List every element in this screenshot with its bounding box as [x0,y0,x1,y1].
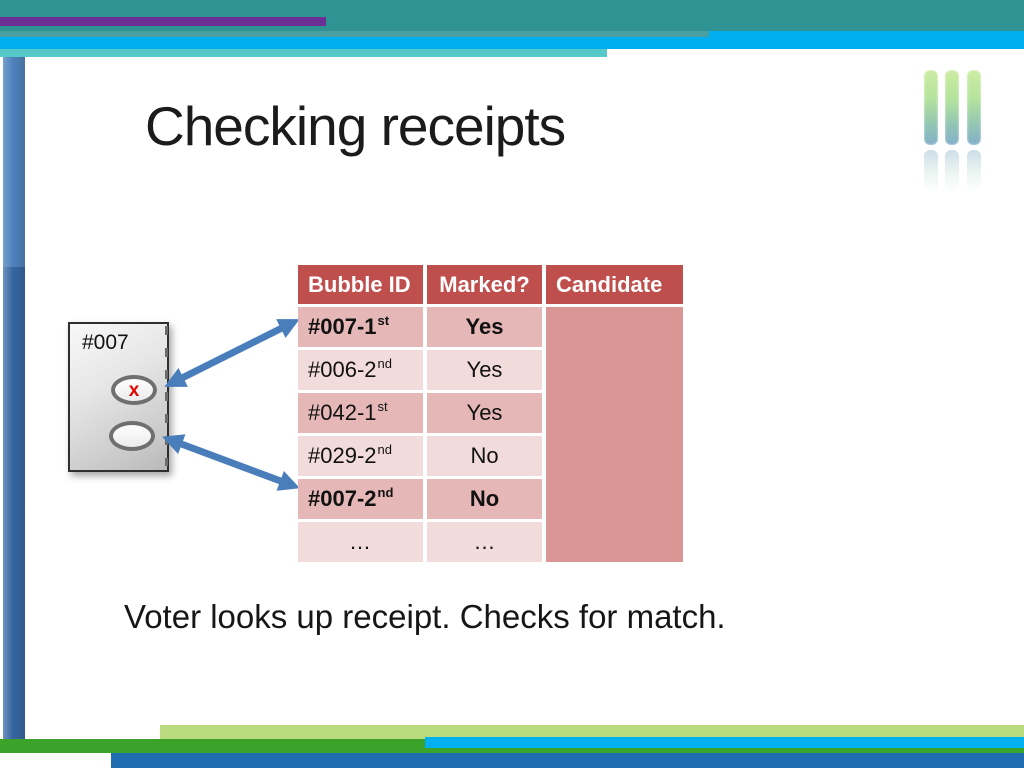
logo-bar [924,70,938,145]
ordinal-suffix: nd [377,484,394,500]
x-mark: x [128,379,140,401]
table-cell-marked: Yes [427,350,542,390]
footer-light-green-bar [160,725,1024,739]
ordinal-suffix: nd [377,355,392,371]
logo-bar-reflection [945,150,959,192]
top-light-teal-bar [0,49,607,57]
table-cell-bubble-id: #007-2 nd [298,479,423,519]
three-bars-logo-icon [924,70,984,192]
table-cell-bubble-id: #006-2 nd [298,350,423,390]
logo-bar-reflection [967,150,981,192]
left-side-strip-upper [3,57,25,267]
receipt-card: #007 x [68,322,169,472]
table-cell-marked: No [427,436,542,476]
table-header-bubble-id: Bubble ID [298,265,423,304]
receipts-table: Bubble ID Marked? Candidate #007-1 st Yes… [298,265,683,562]
left-side-strip-lower [3,267,25,739]
table-cell-bubble-id: … [298,522,423,562]
logo-bar [945,70,959,145]
bubble-id-text: #007-2 [308,486,377,511]
logo-bar-reflection [924,150,938,192]
table-cell-marked: No [427,479,542,519]
table-cell-marked: Yes [427,393,542,433]
table-cell-bubble-id: #007-1 st [298,307,423,347]
table-header-candidate: Candidate [546,265,683,304]
table-cell-marked: … [427,522,542,562]
footer-cyan-bar [425,737,1024,748]
candidate-merged-cell [546,307,683,562]
ordinal-suffix: st [377,398,388,414]
bubble-id-text: #007-1 [308,314,377,339]
receipt-bubble-unmarked [109,421,155,451]
logo-bar [967,70,981,145]
table-cell-bubble-id: #029-2 nd [298,436,423,476]
footer-dark-blue-bar [111,753,1024,768]
arrow-bubble2-row5-icon [162,434,300,491]
slide-title: Checking receipts [145,95,566,157]
top-purple-bar [0,17,326,26]
bubble-id-text: … [349,529,371,554]
bubble-id-text: #042-1 [308,400,377,425]
bubble-id-text: #029-2 [308,443,377,468]
top-muted-teal-bar [0,31,709,37]
ordinal-suffix: nd [377,441,392,457]
top-teal-bar [0,0,1024,31]
table-cell-marked: Yes [427,307,542,347]
table-header-marked: Marked? [427,265,542,304]
receipt-id-label: #007 [82,331,129,354]
table-cell-bubble-id: #042-1 st [298,393,423,433]
receipt-torn-edge [165,326,168,466]
ordinal-suffix: st [377,312,390,328]
arrow-bubble1-row1-icon [164,318,300,388]
slide-caption: Voter looks up receipt. Checks for match… [124,598,726,635]
bubble-id-text: #006-2 [308,357,377,382]
receipt-bubble-marked: x [111,375,157,405]
